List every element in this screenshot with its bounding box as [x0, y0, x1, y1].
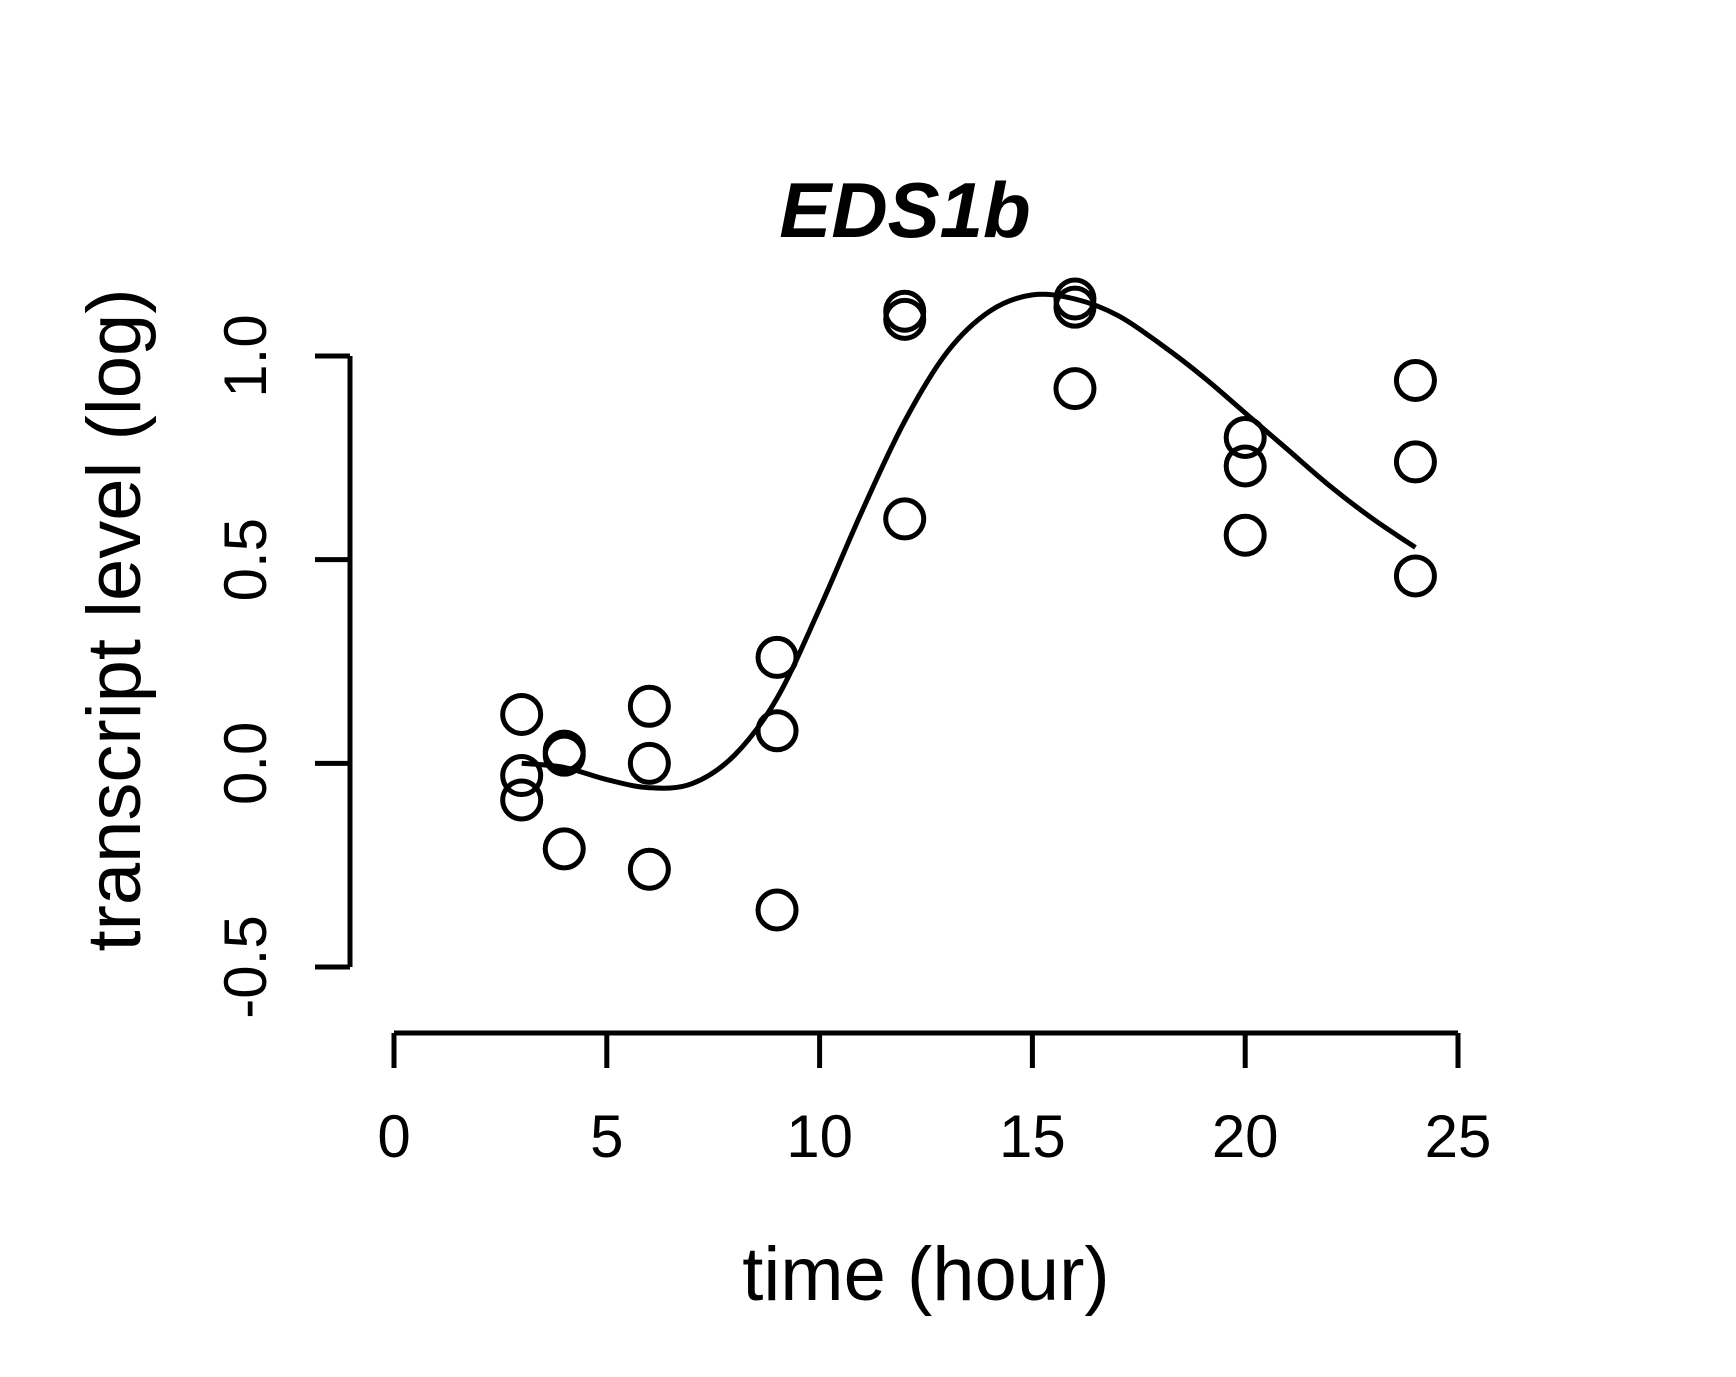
data-point	[542, 733, 586, 777]
x-axis: 0 5 10 15 20 25	[377, 1030, 1492, 1170]
y-tick-label: -0.5	[212, 915, 279, 1018]
data-point	[542, 827, 586, 871]
y-axis-title: transcript level (log)	[72, 288, 157, 951]
data-point	[500, 754, 544, 798]
data-point	[627, 847, 671, 891]
data-point	[883, 297, 927, 341]
x-tick-label: 20	[1212, 1103, 1279, 1170]
data-points	[500, 277, 1437, 932]
y-tick-label: 1.0	[212, 314, 279, 397]
x-tick-label: 10	[786, 1103, 853, 1170]
data-point	[1393, 554, 1437, 598]
data-point	[1223, 444, 1267, 488]
data-point	[1393, 358, 1437, 402]
x-axis-title: time (hour)	[742, 1232, 1109, 1317]
data-point	[1223, 415, 1267, 459]
chart-title: EDS1b	[779, 166, 1030, 254]
data-point	[1053, 367, 1097, 411]
data-point	[1393, 440, 1437, 484]
fit-curve	[521, 291, 1417, 791]
y-tick-label: 0.0	[212, 722, 279, 805]
x-tick-label: 5	[590, 1103, 623, 1170]
data-point	[1223, 513, 1267, 557]
data-point	[627, 684, 671, 728]
data-point	[500, 692, 544, 736]
x-tick-label: 25	[1425, 1103, 1492, 1170]
data-point	[755, 888, 799, 932]
data-point	[500, 778, 544, 822]
x-tick-label: 0	[377, 1103, 410, 1170]
y-tick-label: 0.5	[212, 518, 279, 601]
y-axis: -0.5 0.0 0.5 1.0	[212, 314, 353, 1019]
x-tick-label: 15	[999, 1103, 1066, 1170]
data-point	[627, 741, 671, 785]
fit-curve-group	[521, 291, 1417, 791]
data-point	[883, 497, 927, 541]
